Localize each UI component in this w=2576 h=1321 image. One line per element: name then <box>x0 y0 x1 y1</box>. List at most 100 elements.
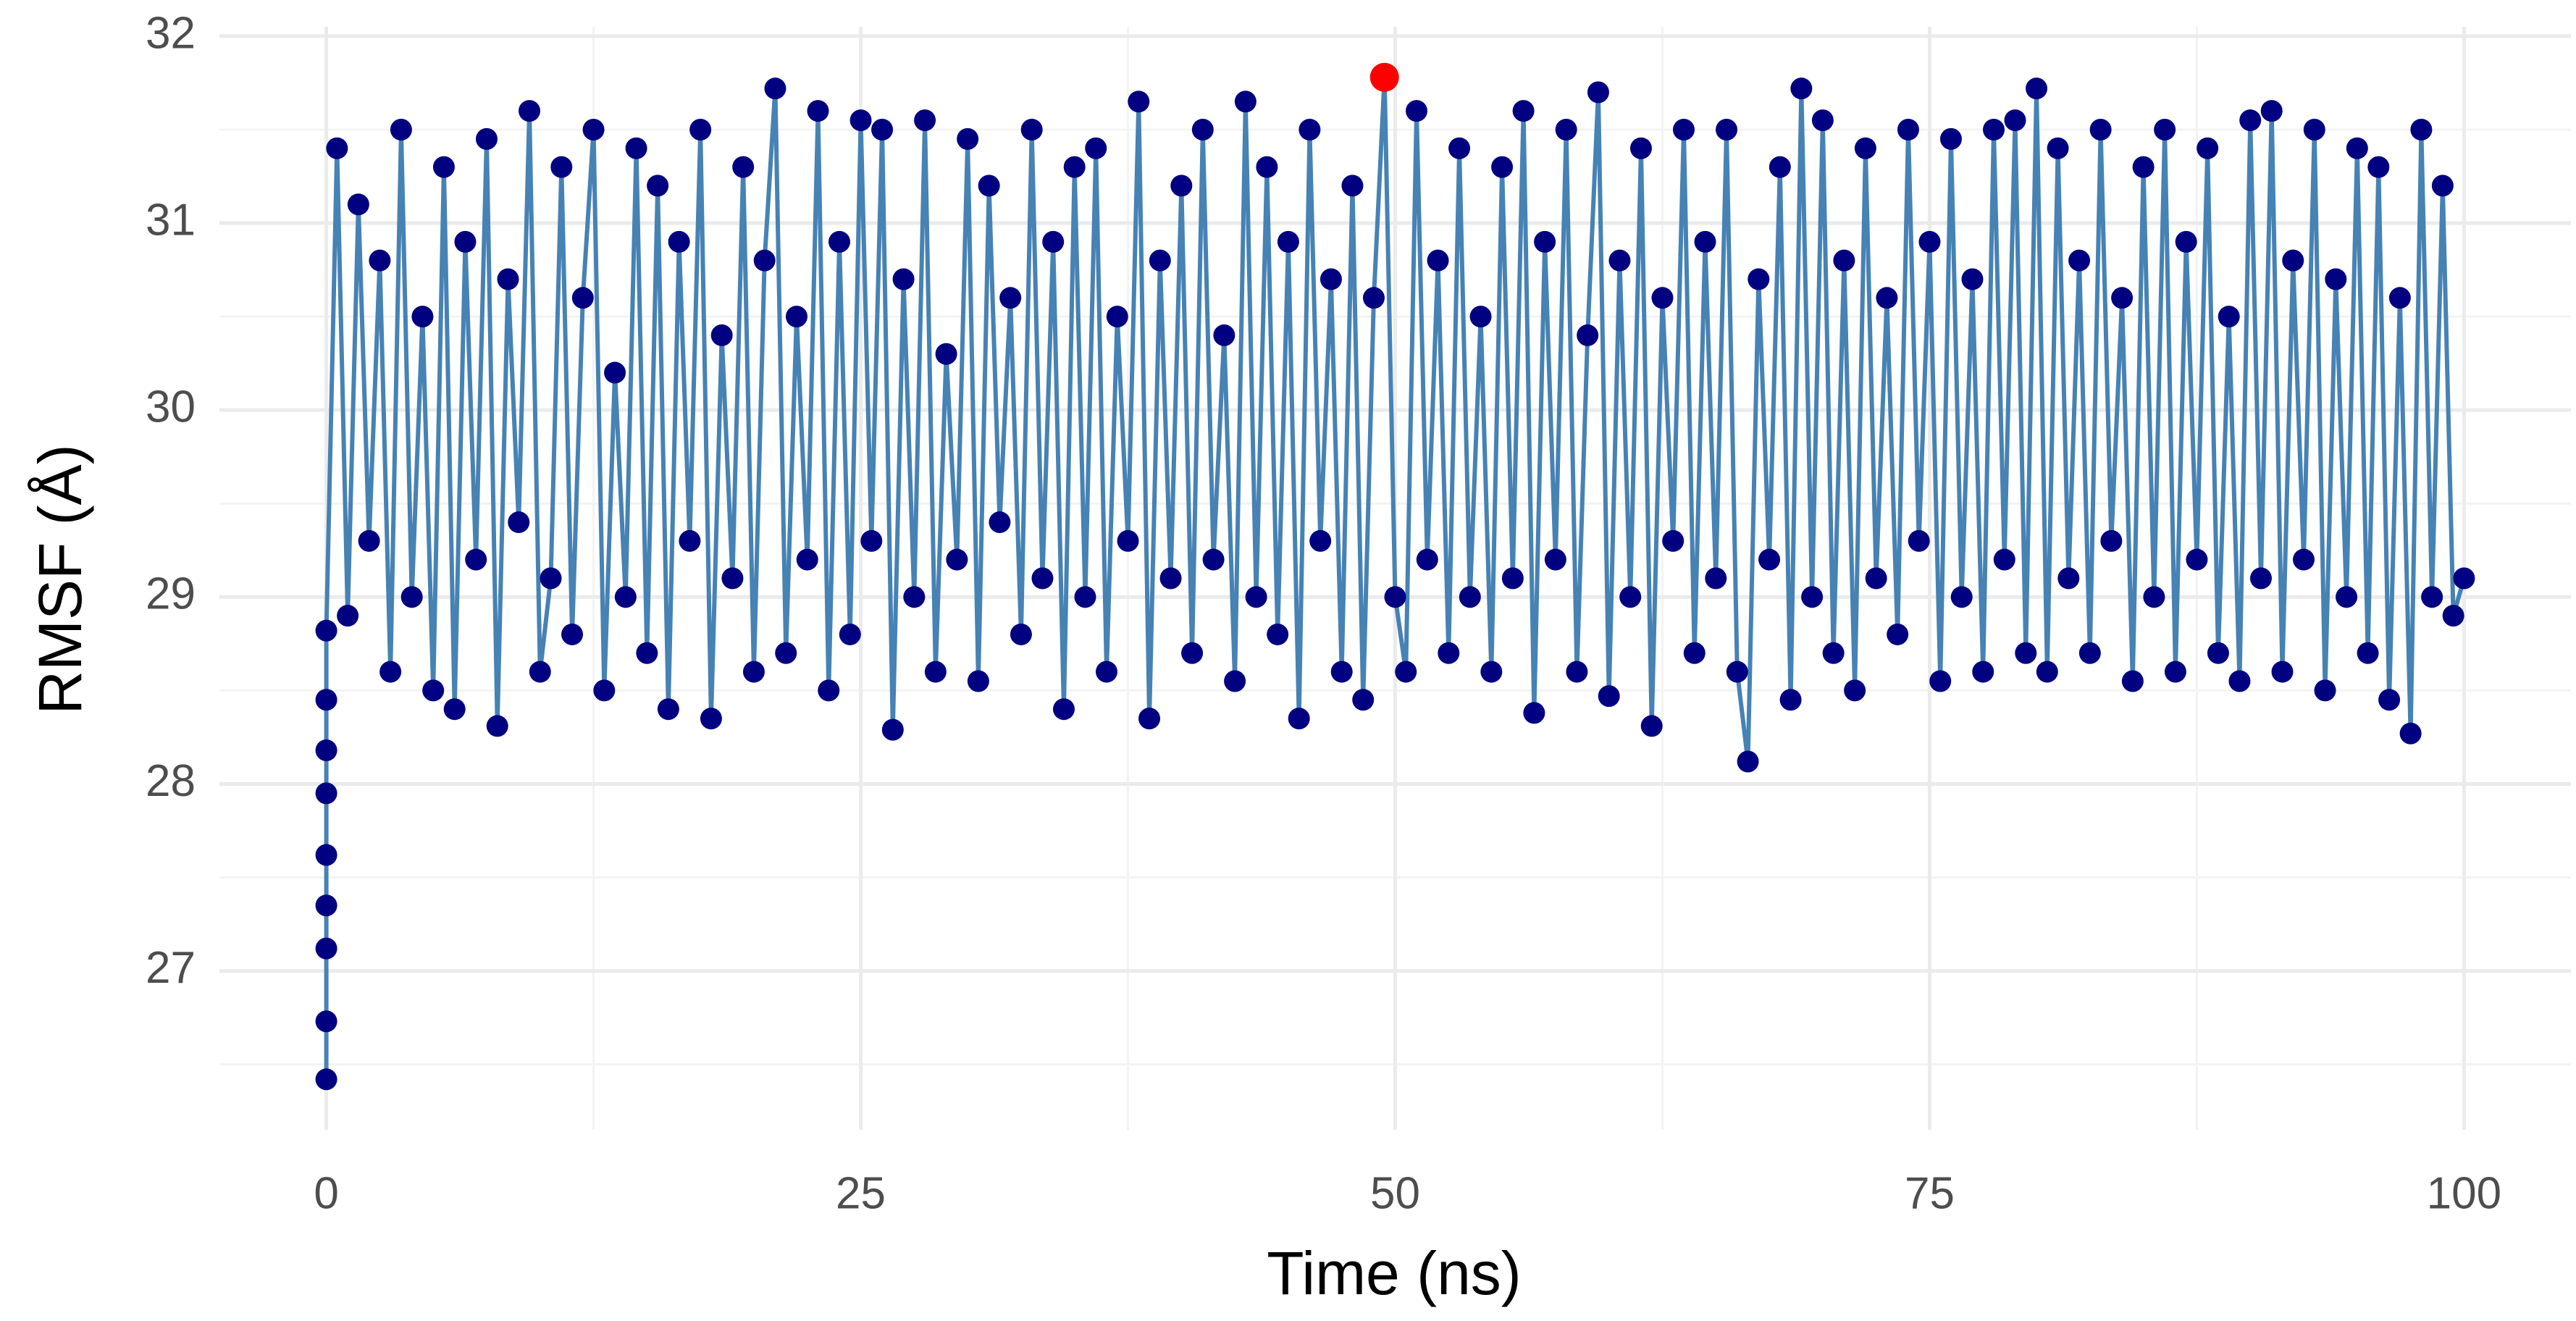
data-point <box>2410 118 2433 141</box>
data-point <box>1716 118 1738 141</box>
data-point <box>614 586 637 608</box>
data-point <box>1523 702 1545 724</box>
data-point <box>1469 306 1492 328</box>
data-point <box>1833 249 1855 272</box>
data-point <box>1074 586 1096 608</box>
data-point <box>315 894 337 917</box>
data-point <box>369 249 391 272</box>
data-point <box>1330 660 1353 683</box>
data-point <box>337 605 359 627</box>
data-point <box>593 679 616 702</box>
data-point <box>1501 567 1524 590</box>
data-point <box>860 529 883 552</box>
data-point <box>390 118 412 141</box>
data-point <box>1309 529 1332 552</box>
data-point <box>2378 689 2401 711</box>
y-tick-label: 31 <box>146 195 196 245</box>
data-point <box>315 1068 337 1091</box>
data-point <box>2303 118 2325 141</box>
data-point <box>432 156 455 178</box>
data-point <box>315 937 337 960</box>
data-point <box>1929 670 1952 692</box>
data-point <box>2015 642 2037 664</box>
data-point <box>561 623 584 645</box>
data-point <box>2100 529 2123 552</box>
data-point <box>989 511 1011 534</box>
data-point <box>2453 567 2475 590</box>
data-point <box>2026 77 2048 100</box>
data-point <box>2154 118 2176 141</box>
data-point <box>358 529 380 552</box>
data-point <box>1320 268 1342 290</box>
data-point <box>1480 660 1503 683</box>
data-point <box>1395 660 1417 683</box>
data-point <box>2228 670 2251 692</box>
data-point <box>1672 118 1695 141</box>
data-point <box>2057 567 2080 590</box>
data-point <box>315 739 337 761</box>
data-point <box>1983 118 2005 141</box>
data-point <box>1085 137 1107 159</box>
data-point <box>1629 137 1652 159</box>
data-point <box>978 175 1000 197</box>
data-point <box>2089 118 2112 141</box>
data-point <box>1256 156 1278 178</box>
data-point <box>1299 118 1321 141</box>
data-point <box>775 642 797 664</box>
data-point <box>1042 230 1065 253</box>
x-axis-title: Time (ns) <box>1267 1239 1522 1307</box>
data-point <box>2197 137 2219 159</box>
data-point <box>1939 127 1962 150</box>
data-point <box>379 660 402 683</box>
data-point <box>1031 567 1054 590</box>
data-point <box>2293 548 2315 571</box>
data-point <box>2399 722 2422 745</box>
data-point <box>2121 670 2144 692</box>
data-point <box>315 782 337 805</box>
data-point <box>1640 715 1663 737</box>
data-point <box>2047 137 2069 159</box>
data-point <box>924 660 947 683</box>
data-point <box>1801 586 1824 608</box>
data-point <box>2367 156 2390 178</box>
data-point <box>818 679 840 702</box>
data-point <box>1887 623 1909 645</box>
data-point <box>486 715 508 737</box>
data-point <box>2325 268 2347 290</box>
data-point <box>1651 287 1674 309</box>
data-point <box>2314 679 2336 702</box>
data-point <box>2260 100 2283 122</box>
x-tick-label: 25 <box>836 1168 886 1218</box>
data-point <box>1950 586 1973 608</box>
data-point <box>914 109 936 132</box>
data-point <box>1213 324 1235 346</box>
data-point <box>2282 249 2304 272</box>
data-point <box>411 306 434 328</box>
data-point <box>1779 689 1802 711</box>
data-point <box>1362 287 1385 309</box>
data-point <box>871 118 894 141</box>
y-tick-label: 29 <box>146 569 196 619</box>
data-point <box>1683 642 1706 664</box>
data-point <box>2004 109 2026 132</box>
data-point <box>1865 567 1887 590</box>
data-point <box>1769 156 1791 178</box>
data-point <box>1491 156 1514 178</box>
y-tick-label: 30 <box>146 382 196 432</box>
data-point <box>2271 660 2294 683</box>
data-point <box>1854 137 1876 159</box>
data-point <box>571 287 594 309</box>
data-point <box>1191 118 1214 141</box>
data-point <box>1181 642 1204 664</box>
data-point <box>1277 230 1299 253</box>
data-point <box>454 230 477 253</box>
data-point <box>2143 586 2165 608</box>
data-point <box>892 268 915 290</box>
data-point <box>1790 77 1813 100</box>
data-point <box>1876 287 1898 309</box>
data-point <box>508 511 530 534</box>
data-point <box>315 619 337 642</box>
data-point <box>2036 660 2058 683</box>
